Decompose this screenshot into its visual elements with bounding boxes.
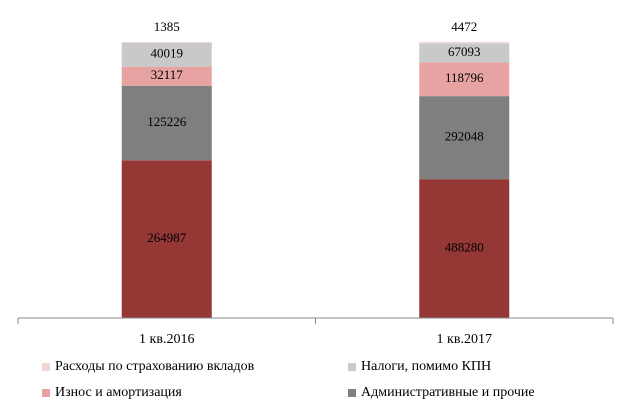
legend-swatch bbox=[348, 389, 356, 397]
data-label: 125226 bbox=[147, 114, 187, 129]
legend-label: Расходы по страхованию вкладов bbox=[55, 359, 255, 374]
x-tick-label: 1 кв.2016 bbox=[139, 332, 194, 347]
data-label: 264987 bbox=[147, 230, 187, 245]
bar-segment bbox=[121, 42, 212, 67]
bar-segment bbox=[121, 42, 212, 43]
bar-segment bbox=[419, 179, 510, 318]
legend-label: Налоги, помимо КПН bbox=[361, 359, 491, 374]
x-tick-label: 1 кв.2017 bbox=[437, 332, 492, 347]
data-label: 40019 bbox=[151, 46, 184, 61]
bar-segment bbox=[121, 85, 212, 161]
bar-segment bbox=[419, 43, 510, 63]
legend-label: Административные и прочие bbox=[361, 385, 535, 400]
bar-segment bbox=[121, 66, 212, 86]
bar-segment bbox=[419, 96, 510, 180]
data-label: 118796 bbox=[445, 70, 484, 85]
data-label: 488280 bbox=[445, 240, 484, 255]
data-label: 32117 bbox=[151, 67, 184, 82]
data-label: 292048 bbox=[445, 129, 484, 144]
bar-segment bbox=[121, 160, 212, 318]
data-label: 4472 bbox=[451, 19, 477, 34]
legend-swatch bbox=[348, 363, 356, 371]
data-label: 1385 bbox=[154, 19, 180, 34]
bar-segment bbox=[419, 42, 510, 44]
data-label: 67093 bbox=[448, 44, 481, 59]
legend-swatch bbox=[42, 363, 50, 371]
legend-swatch bbox=[42, 389, 50, 397]
legend-label: Износ и амортизация bbox=[55, 385, 182, 400]
bar-segment bbox=[419, 62, 510, 97]
